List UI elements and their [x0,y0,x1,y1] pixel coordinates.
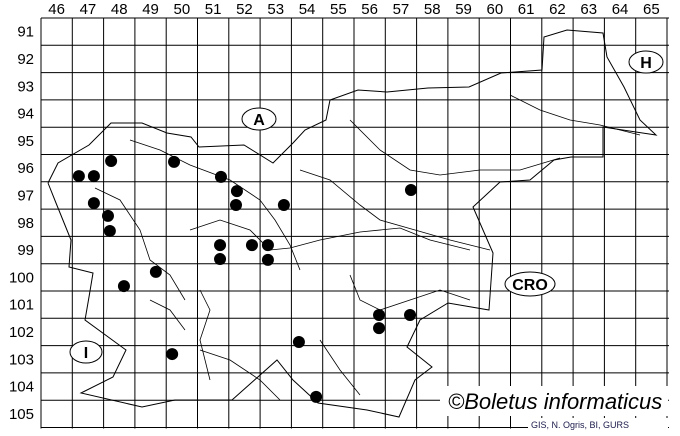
record-dot [373,309,386,322]
record-dot [105,155,118,168]
column-label: 56 [361,1,378,18]
copyright-background [440,386,668,416]
column-label: 55 [330,1,347,18]
row-label: 99 [17,242,34,259]
row-label: 96 [17,160,34,177]
region-label-croatia: CRO [504,271,556,297]
river [94,187,186,301]
row-label: 104 [9,379,34,396]
row-label: 105 [9,406,34,423]
row-label: 95 [17,133,34,150]
region-label: H [640,55,652,72]
record-dot [310,390,323,403]
column-label: 65 [643,1,660,18]
record-dot [168,155,181,168]
country-border [47,29,658,418]
region-label-austria: A [241,107,277,131]
region-label-italy: I [69,340,103,364]
record-dot [214,239,227,252]
record-dot [117,280,130,293]
river [129,139,301,271]
row-label: 103 [9,351,34,368]
column-label: 47 [80,1,97,18]
column-label: 46 [48,1,65,18]
row-label: 102 [9,324,34,341]
column-labels: 46 47 48 49 50 51 52 53 54 55 56 57 58 59 60 61 62 63 64 65 [48,1,659,18]
record-dot [72,170,85,183]
row-label: 97 [17,187,34,204]
record-dot [214,170,227,183]
record-dot [87,197,100,210]
rivers [94,94,641,401]
record-dot [166,348,179,361]
column-label: 63 [580,1,597,18]
record-dot [292,336,305,349]
row-label: 100 [9,269,34,286]
column-label: 58 [424,1,441,18]
river [319,339,361,396]
column-label: 64 [612,1,629,18]
row-label: 93 [17,78,34,95]
record-dot [149,265,162,278]
region-label: A [253,112,265,129]
column-label: 61 [518,1,535,18]
column-label: 52 [236,1,253,18]
region-label: CRO [512,277,548,294]
river [199,349,281,401]
column-label: 53 [267,1,284,18]
river [189,219,471,251]
river [349,119,561,176]
record-dot [404,309,417,322]
record-dots [72,155,417,403]
record-dot [261,253,274,266]
record-dot [245,239,258,252]
region-label-hungary: H [628,50,664,74]
record-dot [229,199,242,212]
column-label: 57 [393,1,410,18]
row-label: 94 [17,106,34,123]
row-labels: 91 92 93 94 95 96 97 98 99 100 101 102 103 104 105 [9,24,34,423]
river [509,94,641,136]
credit-background [528,418,668,431]
record-dot [404,183,417,196]
column-label: 49 [142,1,159,18]
record-dot [261,239,274,252]
river [349,274,471,311]
region-label: I [84,345,88,362]
credit-text: GIS, N. Ogris, BI, GURS [531,420,629,430]
river [199,289,211,381]
record-dot [87,170,100,183]
column-label: 50 [174,1,191,18]
record-dot [230,185,243,198]
record-dot [103,224,116,237]
slovenia-border [47,29,658,418]
row-label: 101 [9,297,34,314]
column-label: 51 [205,1,222,18]
row-label: 92 [17,51,34,68]
record-dot [277,199,290,212]
row-label: 91 [17,24,34,41]
record-dot [373,322,386,335]
column-label: 62 [549,1,566,18]
river [299,169,491,251]
column-label: 60 [487,1,504,18]
record-dot [214,253,227,266]
column-label: 48 [111,1,128,18]
column-label: 54 [299,1,316,18]
record-dot [101,209,114,222]
river [149,299,186,331]
copyright-text: ©Boletus informaticus [448,389,662,414]
column-label: 59 [455,1,472,18]
row-label: 98 [17,215,34,232]
grid [40,17,669,429]
